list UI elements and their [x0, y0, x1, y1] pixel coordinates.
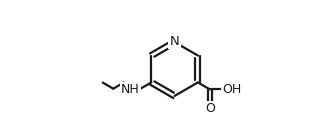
Text: OH: OH: [222, 83, 241, 96]
Text: N: N: [170, 35, 179, 48]
Text: O: O: [205, 102, 215, 115]
Text: NH: NH: [121, 83, 140, 96]
